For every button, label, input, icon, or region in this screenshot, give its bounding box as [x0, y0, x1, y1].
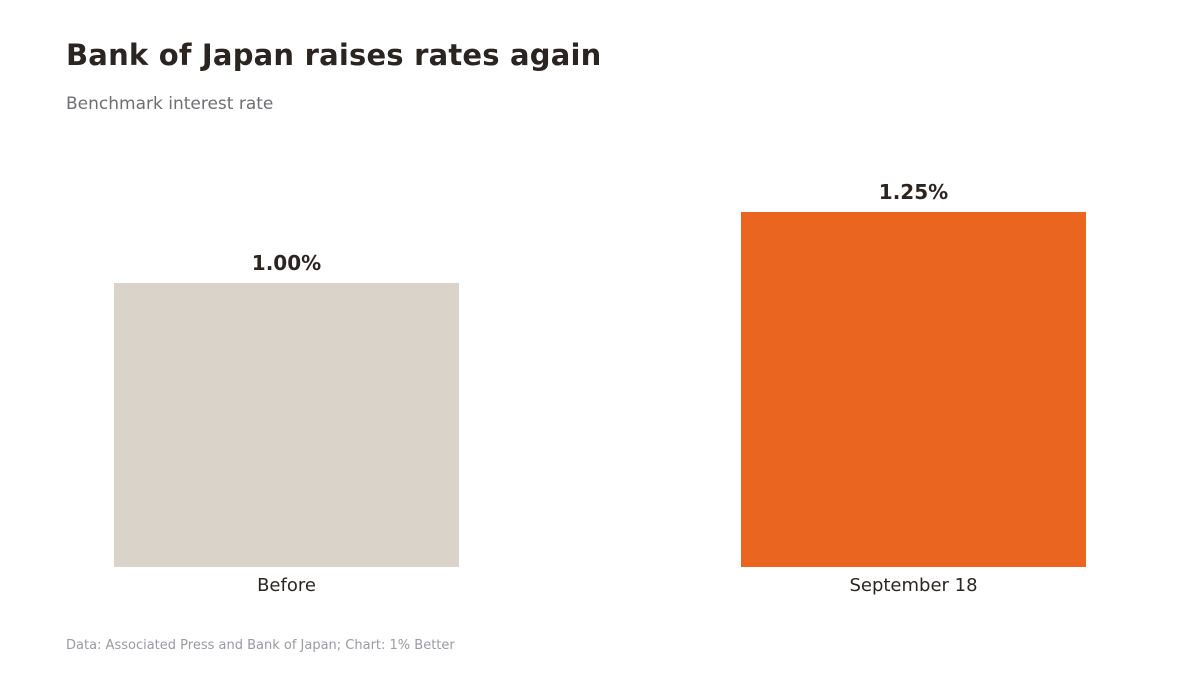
bar-0 [114, 283, 459, 567]
category-label-1: September 18 [849, 575, 977, 596]
chart-title: Bank of Japan raises rates again [66, 38, 602, 72]
source-note: Data: Associated Press and Bank of Japan… [66, 638, 455, 653]
bar-1 [741, 212, 1086, 567]
bar-value-label-0: 1.00% [252, 251, 321, 275]
bar-value-label-1: 1.25% [879, 180, 948, 204]
category-label-0: Before [257, 575, 316, 596]
chart-subtitle: Benchmark interest rate [66, 94, 274, 114]
